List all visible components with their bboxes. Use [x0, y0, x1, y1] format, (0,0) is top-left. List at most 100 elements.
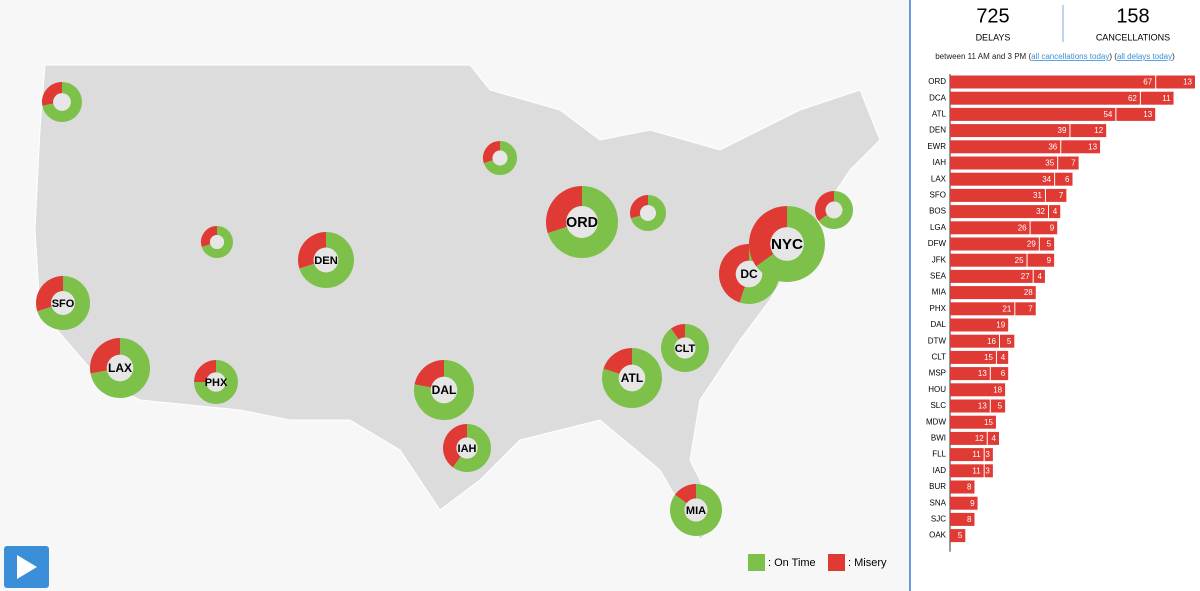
bar-label: 26	[1018, 223, 1027, 232]
airport-label: DAL	[432, 383, 457, 397]
airport-code: SNA	[930, 498, 947, 507]
bar	[1039, 237, 1055, 251]
bar-label: 36	[1048, 142, 1057, 151]
bar	[950, 286, 1036, 300]
cancellations-label: CANCELLATIONS	[1096, 32, 1170, 42]
bar	[1140, 91, 1174, 105]
airport-label: NYC	[771, 236, 803, 253]
legend-label: : Misery	[848, 557, 887, 569]
bar	[950, 415, 996, 429]
on-time-arc	[547, 186, 618, 258]
donut-hole	[456, 437, 478, 459]
donut-hole	[618, 364, 646, 392]
bar-label: 11	[1162, 94, 1171, 103]
on-time-arc	[90, 338, 150, 398]
bar	[950, 334, 999, 348]
bar	[950, 496, 978, 510]
misery-arc	[90, 338, 121, 374]
bar	[950, 107, 1116, 121]
donut-hole	[684, 498, 708, 522]
bar	[950, 91, 1140, 105]
airport-code: DFW	[928, 239, 947, 248]
bar	[950, 529, 966, 543]
donut-hole	[640, 205, 656, 221]
airport-code: SLC	[930, 401, 946, 410]
bar-label: 9	[1047, 256, 1052, 265]
bar-label: 8	[967, 515, 972, 524]
bar-label: 15	[984, 418, 993, 427]
bar-label: 7	[1028, 304, 1033, 313]
airport-code: FLL	[932, 450, 946, 459]
airport-label: PHX	[205, 377, 228, 389]
legend-label: : On Time	[768, 557, 816, 569]
bar-label: 21	[1002, 304, 1011, 313]
on-time-arc	[201, 226, 233, 258]
link[interactable]: all cancellations today	[1031, 52, 1109, 61]
donut-hole	[825, 201, 843, 219]
bar-label: 13	[1088, 142, 1097, 151]
airport-label: DC	[740, 267, 758, 281]
bar-label: 39	[1058, 126, 1067, 135]
bar-label: 4	[1037, 272, 1042, 281]
bar-label: 67	[1143, 78, 1152, 87]
bar-label: 31	[1033, 191, 1042, 200]
airport-label: LAX	[108, 361, 132, 375]
airport-code: BWI	[931, 434, 946, 443]
on-time-arc	[194, 360, 238, 404]
on-time-arc	[630, 195, 666, 231]
bar	[950, 156, 1058, 170]
misery-arc	[36, 276, 64, 312]
bar	[950, 205, 1048, 219]
bar	[950, 302, 1015, 316]
bar-label: 5	[1007, 337, 1012, 346]
on-time-arc	[670, 484, 722, 536]
bar-label: 3	[985, 450, 990, 459]
bar-label: 11	[972, 466, 981, 475]
bar-label: 9	[1050, 223, 1055, 232]
airport-code: SFO	[930, 191, 946, 200]
donut-hole	[430, 376, 458, 404]
airport-label: SFO	[52, 298, 75, 310]
on-time-arc	[42, 82, 82, 122]
bar	[950, 512, 975, 526]
play-button[interactable]	[4, 546, 49, 588]
link[interactable]: all delays today	[1117, 52, 1172, 61]
bar-label: 5	[1047, 240, 1052, 249]
bar-label: 19	[996, 321, 1005, 330]
misery-arc	[194, 360, 217, 383]
bar	[1058, 156, 1079, 170]
cancellations-count: 158	[1116, 5, 1149, 27]
bar-label: 25	[1015, 256, 1024, 265]
bar	[990, 367, 1009, 381]
bar	[1116, 107, 1156, 121]
misery-arc	[201, 226, 218, 247]
airport-label: ATL	[621, 371, 643, 385]
airport-code: PHX	[930, 304, 947, 313]
bar-label: 9	[970, 499, 975, 508]
bar	[950, 269, 1033, 283]
time-window-text: )	[1172, 52, 1175, 61]
bar	[950, 367, 990, 381]
bar	[1027, 253, 1055, 267]
bar-label: 12	[975, 434, 984, 443]
donut-hole	[674, 337, 696, 359]
bar	[1055, 172, 1073, 186]
bar	[950, 318, 1009, 332]
airport-code: DTW	[928, 336, 947, 345]
airport-code: SEA	[930, 272, 947, 281]
play-icon[interactable]	[17, 555, 37, 579]
bar	[950, 253, 1027, 267]
misery-arc	[630, 195, 649, 219]
bar-label: 4	[1001, 353, 1006, 362]
bar-label: 3	[985, 466, 990, 475]
donut-hole	[209, 234, 225, 250]
airport-code: LAX	[931, 174, 947, 183]
on-time-arc	[414, 360, 474, 420]
bar-label: 5	[998, 402, 1003, 411]
misery-arc	[483, 141, 501, 164]
airport-code: JFK	[932, 255, 947, 264]
donut-hole	[770, 227, 804, 261]
bar	[950, 237, 1039, 251]
bar-label: 62	[1128, 94, 1137, 103]
